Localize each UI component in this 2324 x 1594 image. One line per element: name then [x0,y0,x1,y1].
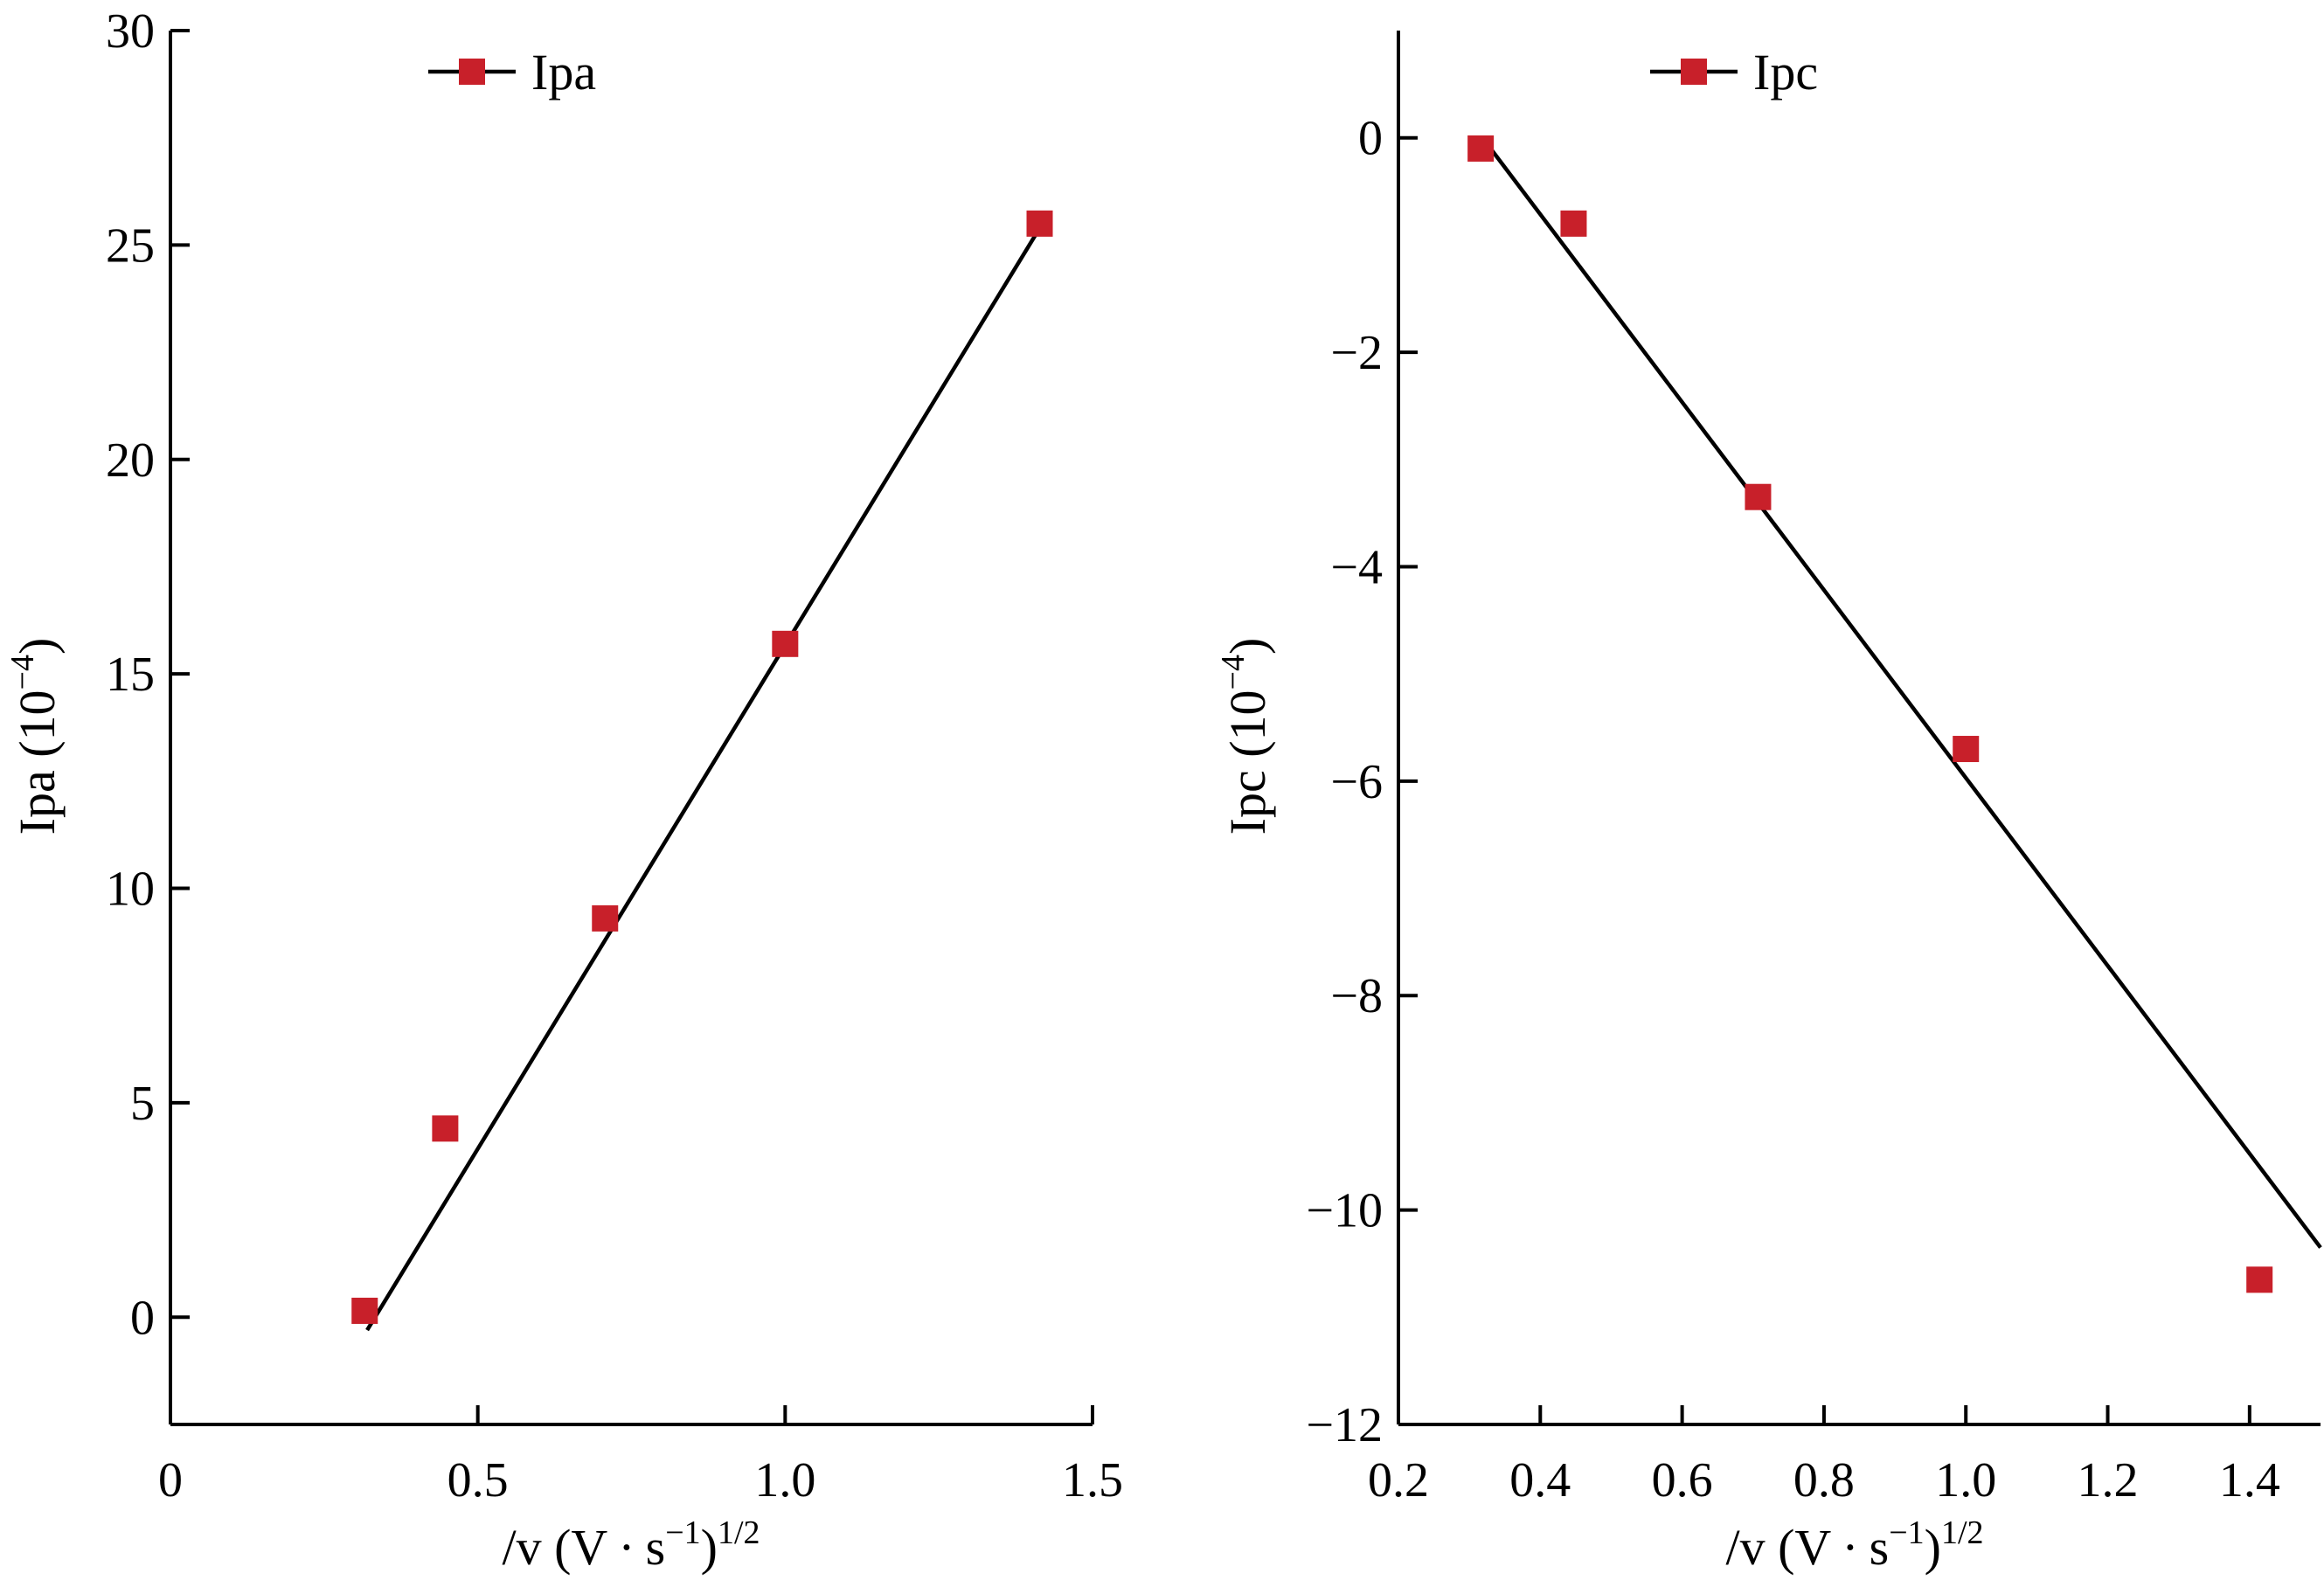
data-point [1026,210,1053,237]
y-axis-title: Ipa (10−4) [4,638,66,835]
x-tick-label: 0 [158,1453,183,1507]
fit-line [1488,147,2322,1249]
x-axis-title-part: ) [701,1519,718,1576]
data-point [592,904,619,932]
y-tick-label: 0 [1358,112,1383,166]
x-axis-title-part: s [1870,1519,1890,1576]
x-axis-title-superscript: −1 [1889,1514,1924,1551]
x-axis-title: /v (V · s−1)1/2 [502,1514,760,1576]
y-tick-label: −6 [1330,755,1383,809]
y-tick-label: −2 [1330,326,1383,380]
x-tick-label: 1.4 [2219,1453,2280,1507]
x-axis-title-superscript: −1 [665,1514,700,1551]
y-axis-title-part: Ipa (10 [9,690,66,835]
y-tick-label: 0 [130,1291,155,1345]
legend-label: Ipc [1753,44,1818,100]
y-axis-title-part: Ipc (10 [1219,690,1276,835]
x-axis-title-superscript: 1/2 [1941,1514,1984,1551]
x-tick-label: 1.0 [1935,1453,1996,1507]
x-tick-label: 0.6 [1652,1453,1713,1507]
y-axis-title-superscript: −4 [1215,655,1252,690]
x-axis-title-part: /v (V [502,1519,607,1576]
data-point [1745,483,1772,510]
x-axis-title-part: ) [1925,1519,1941,1576]
x-axis-title-dot: · [618,1519,635,1576]
y-axis-title-part: ) [9,638,66,655]
data-point [1953,736,1980,763]
x-tick-label: 1.0 [754,1453,815,1507]
x-tick-label: 0.2 [1368,1453,1429,1507]
y-tick-label: −10 [1306,1184,1383,1238]
data-point [772,630,799,657]
y-tick-label: −8 [1330,969,1383,1023]
fit-line [365,231,1039,1332]
x-axis-title-part: s [646,1519,666,1576]
x-tick-label: 0.4 [1509,1453,1571,1507]
legend-marker [1681,59,1707,85]
y-tick-label: 25 [106,218,155,273]
data-point [351,1297,378,1324]
x-tick-label: 1.2 [2078,1453,2139,1507]
y-tick-label: 15 [106,648,155,702]
data-point [432,1115,459,1142]
data-point [1560,210,1587,237]
x-axis-title-superscript: 1/2 [718,1514,760,1551]
data-point [1467,135,1495,162]
y-tick-label: 10 [106,863,155,917]
y-axis-title-superscript: −4 [4,655,41,690]
x-tick-label: 1.5 [1062,1453,1123,1507]
y-axis-title-part: ) [1219,638,1276,655]
y-tick-label: 20 [106,433,155,488]
y-tick-label: 5 [130,1077,155,1131]
x-axis-title: /v (V · s−1)1/2 [1725,1514,1983,1576]
y-tick-label: 30 [106,4,155,59]
data-point [2246,1266,2273,1293]
x-axis-title-dot: · [1842,1519,1858,1576]
y-tick-label: −12 [1306,1398,1383,1452]
panel-ipc: 0 −2 −4 −6 −8 −10 −120.2 0.4 0.6 0.8 1.0 1.2 1.4/v (… [1215,31,2322,1576]
x-tick-label: 0.8 [1793,1453,1855,1507]
x-axis-title-part: /v (V [1725,1519,1831,1576]
legend-label: Ipa [531,44,596,100]
x-tick-label: 0.5 [447,1453,509,1507]
legend-marker [459,59,485,85]
y-axis-title: Ipc (10−4) [1215,638,1276,835]
y-tick-label: −4 [1330,540,1383,594]
